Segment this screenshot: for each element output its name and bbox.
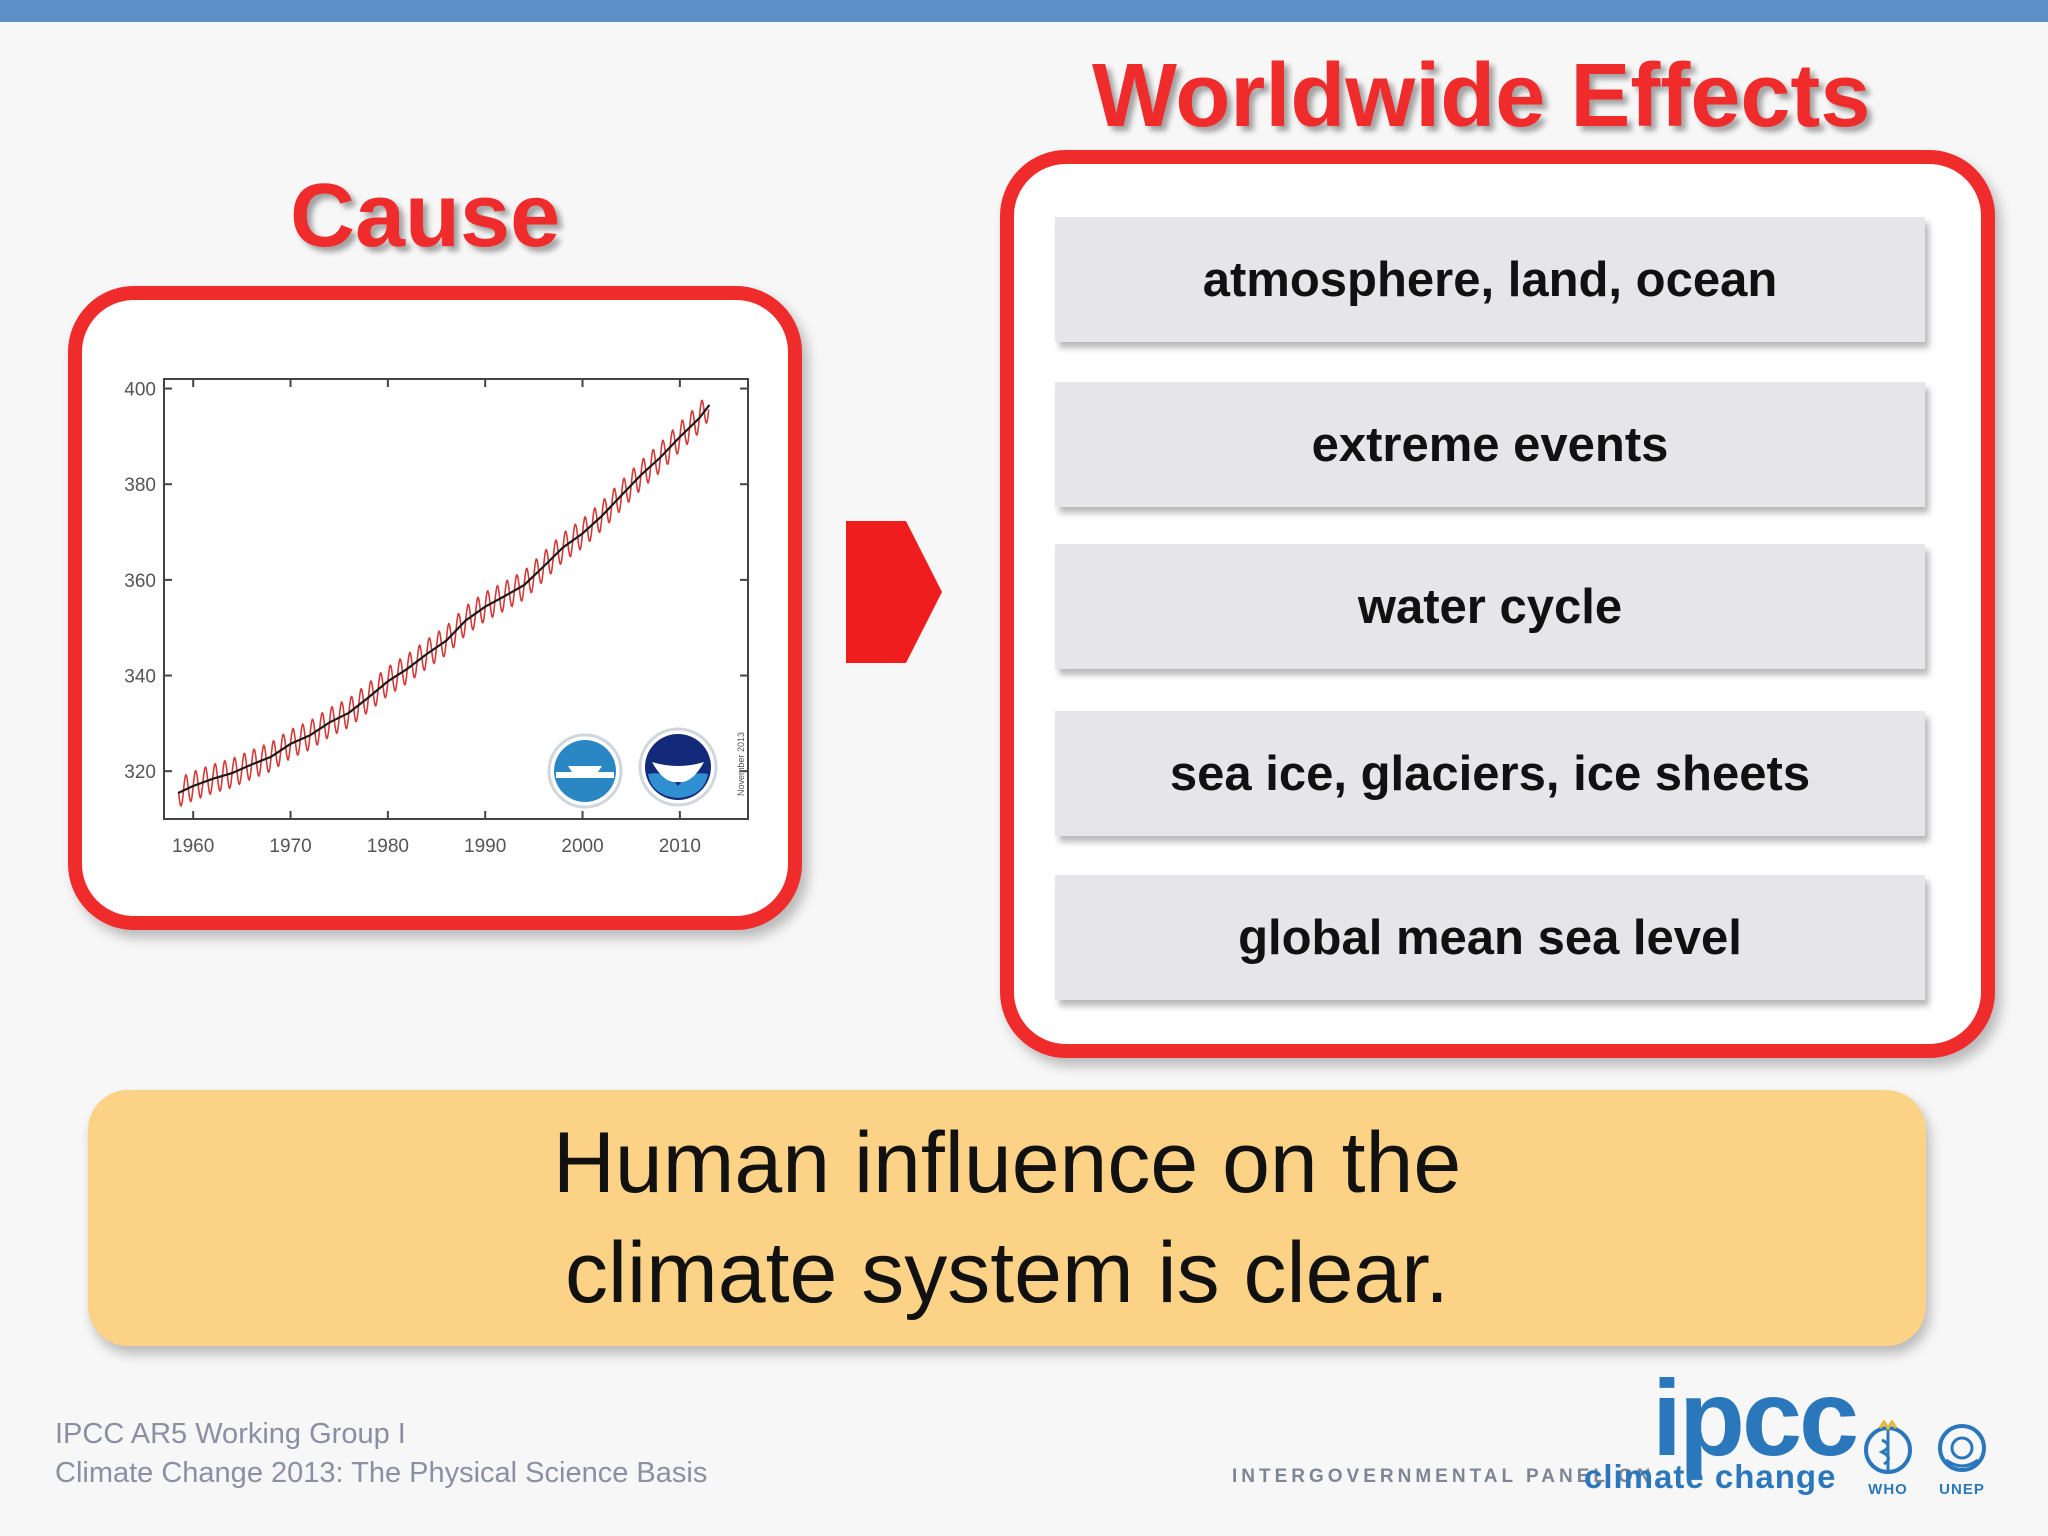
- who-emblem-icon: [1864, 1419, 1912, 1474]
- monthly-co2-line: [177, 399, 710, 808]
- trend-point: [562, 546, 564, 549]
- trend-point: [309, 734, 311, 737]
- series-layer: [177, 399, 710, 808]
- ipcc-logo: ipcc: [1652, 1357, 1859, 1478]
- y-tick-label: 340: [124, 667, 156, 688]
- y-tick-label: 380: [124, 475, 156, 496]
- x-tick-label: 1980: [367, 836, 409, 857]
- trend-point: [484, 605, 487, 608]
- trend-point: [406, 668, 409, 670]
- scripps-logo-icon: [547, 733, 623, 809]
- trend-point: [250, 763, 253, 766]
- trend-point: [445, 639, 448, 642]
- trend-point: [211, 778, 214, 780]
- unep-label: UNEP: [1939, 1481, 1985, 1498]
- x-tick-label: 1990: [464, 836, 506, 857]
- cause-panel: 320 340 360 380 400 1960 1970 1980 1990 2000 2010…: [68, 286, 802, 930]
- footer-report-title: Climate Change 2013: The Physical Scienc…: [55, 1457, 708, 1489]
- trend-point: [601, 515, 603, 517]
- x-tick-label: 1960: [172, 836, 214, 857]
- x-tick-label: 2010: [659, 836, 701, 857]
- who-logo: WHO: [1856, 1419, 1920, 1498]
- effects-title: Worldwide Effects: [1092, 46, 1871, 146]
- y-tick-label: 320: [124, 762, 156, 783]
- ipcc-climate-text: climate change: [1584, 1458, 1837, 1495]
- noaa-logo-icon: [638, 727, 718, 807]
- trend-point: [542, 565, 545, 568]
- trend-point: [620, 494, 623, 496]
- ipcc-panel-text: INTERGOVERNMENTAL PANEL ON: [1232, 1466, 1655, 1487]
- trend-point: [698, 417, 701, 419]
- trend-point: [348, 712, 350, 714]
- trend-point: [426, 653, 428, 655]
- footer-working-group: IPCC AR5 Working Group I: [55, 1418, 406, 1450]
- trend-point: [270, 756, 272, 758]
- who-label: WHO: [1868, 1481, 1908, 1498]
- effect-item-sea-level: global mean sea level: [1055, 875, 1925, 1000]
- trend-point: [231, 772, 233, 774]
- unep-logo: UNEP: [1930, 1420, 1994, 1498]
- x-tick-label: 2000: [561, 836, 603, 857]
- conclusion-banner: Human influence on the climate system is…: [88, 1090, 1926, 1346]
- co2-chart: 320 340 360 380 400 1960 1970 1980 1990 2000 2010…: [124, 378, 749, 857]
- trend-point: [464, 619, 467, 622]
- side-label: November 2013: [736, 732, 746, 796]
- trend-point: [503, 595, 506, 597]
- top-accent-bar: [0, 0, 2048, 22]
- trend-point: [581, 532, 584, 535]
- effects-panel: atmosphere, land, ocean extreme events w…: [1000, 150, 1995, 1058]
- chevron-arrow-right-icon: [846, 521, 942, 663]
- y-tick-label: 400: [124, 380, 156, 401]
- effect-item-ice: sea ice, glaciers, ice sheets: [1055, 711, 1925, 836]
- trend-point: [640, 474, 642, 476]
- y-tick-label: 360: [124, 571, 156, 592]
- cause-title: Cause: [290, 166, 561, 266]
- x-axis: 1960 1970 1980 1990 2000 2010: [172, 379, 701, 857]
- trend-point: [289, 743, 292, 745]
- unep-emblem-icon: [1938, 1424, 1986, 1472]
- trend-point: [708, 404, 710, 407]
- trend-point: [367, 696, 370, 699]
- effect-item-extreme-events: extreme events: [1055, 382, 1925, 507]
- x-tick-label: 1970: [269, 836, 311, 857]
- trend-point: [177, 791, 180, 794]
- trend-point: [328, 721, 331, 724]
- trend-point: [679, 436, 681, 438]
- trend-point: [659, 456, 662, 459]
- conclusion-text: Human influence on the climate system is…: [552, 1115, 1462, 1321]
- trend-point: [523, 584, 525, 586]
- effect-item-water-cycle: water cycle: [1055, 544, 1925, 669]
- effect-item-atmosphere: atmosphere, land, ocean: [1055, 217, 1925, 342]
- y-axis: 320 340 360 380 400: [124, 380, 748, 783]
- trend-point: [387, 680, 389, 683]
- trend-point: [192, 785, 194, 787]
